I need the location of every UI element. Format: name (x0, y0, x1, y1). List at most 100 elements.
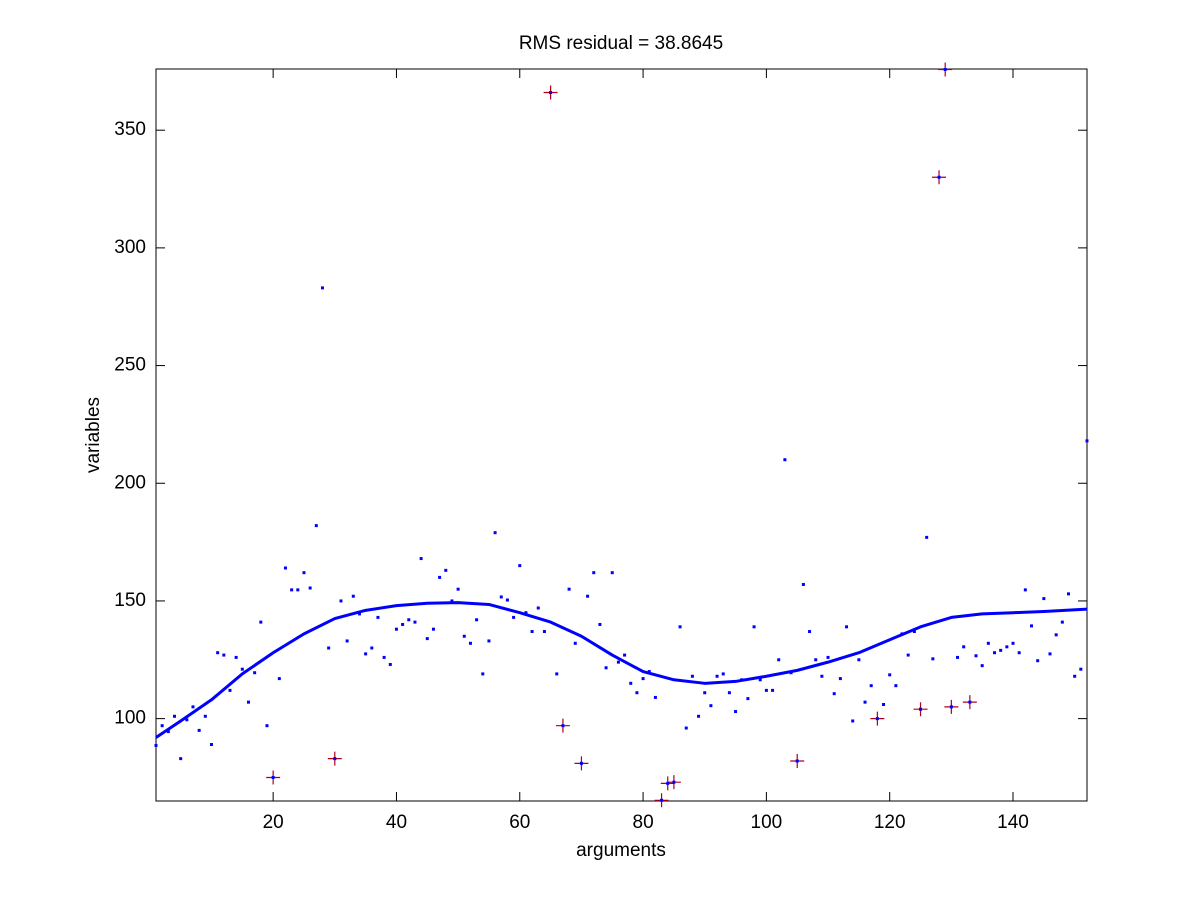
data-point (345, 639, 349, 643)
data-point (524, 611, 528, 615)
data-point (598, 622, 602, 626)
data-point (302, 571, 306, 575)
data-point (339, 599, 343, 603)
x-tick-label: 140 (997, 812, 1029, 833)
data-point (308, 586, 312, 590)
data-point (727, 691, 731, 695)
data-point (586, 594, 590, 598)
data-point (493, 531, 497, 535)
y-tick-label: 200 (114, 472, 146, 493)
data-point (1060, 620, 1064, 624)
y-tick-label: 250 (114, 355, 146, 376)
data-point (431, 627, 435, 631)
data-point (542, 630, 546, 634)
data-point (166, 730, 170, 734)
data-point (845, 625, 849, 629)
data-point (567, 587, 571, 591)
y-tick-label: 100 (114, 708, 146, 729)
data-point (968, 700, 972, 704)
data-point (468, 641, 472, 645)
data-point (438, 575, 442, 579)
data-point (407, 618, 411, 622)
data-point (549, 91, 553, 95)
data-point (185, 718, 189, 722)
data-point (623, 653, 627, 657)
data-point (900, 632, 904, 636)
data-point (641, 677, 645, 681)
data-point (1023, 588, 1027, 592)
data-point (234, 655, 238, 659)
data-point (616, 660, 620, 664)
data-point (160, 724, 164, 728)
data-point (808, 630, 812, 634)
data-point (481, 672, 485, 676)
data-point (771, 688, 775, 692)
data-point (320, 286, 324, 290)
data-point (875, 717, 879, 721)
data-point (277, 677, 281, 681)
data-point (475, 618, 479, 622)
data-point (1067, 592, 1071, 596)
data-point (783, 458, 787, 462)
plot-area (155, 68, 1088, 802)
data-point (666, 781, 670, 785)
data-point (579, 761, 583, 765)
data-point (684, 726, 688, 730)
data-point (758, 678, 762, 682)
data-point (801, 582, 805, 586)
x-tick-label: 100 (751, 812, 783, 833)
x-tick-label: 60 (509, 812, 530, 833)
data-point (259, 620, 263, 624)
data-point (327, 646, 331, 650)
data-point (635, 691, 639, 695)
data-point (814, 658, 818, 662)
data-point (530, 630, 534, 634)
data-point (228, 688, 232, 692)
data-point (697, 714, 701, 718)
data-point (419, 557, 423, 561)
data-point (931, 657, 935, 661)
data-point (314, 524, 318, 528)
data-point (456, 587, 460, 591)
data-point (425, 637, 429, 641)
data-point (715, 674, 719, 678)
data-point (752, 625, 756, 629)
data-point (240, 667, 244, 671)
y-tick-label: 350 (114, 119, 146, 140)
data-point (709, 704, 713, 708)
data-point (604, 666, 608, 670)
data-point (1036, 659, 1040, 663)
data-point (629, 681, 633, 685)
data-point (1048, 652, 1052, 656)
data-point (863, 700, 867, 704)
data-point (746, 697, 750, 701)
data-point (413, 620, 417, 624)
data-point (364, 652, 368, 656)
data-point (536, 606, 540, 610)
data-point (795, 759, 799, 763)
data-point (820, 674, 824, 678)
data-point (919, 707, 923, 711)
data-point (290, 588, 294, 592)
data-point (191, 705, 195, 709)
data-point (937, 175, 941, 179)
data-point (246, 700, 250, 704)
data-point (499, 595, 503, 599)
x-axis-label: arguments (576, 840, 666, 861)
fit-line (155, 601, 1088, 739)
data-point (1017, 651, 1021, 655)
data-point (1030, 624, 1034, 628)
x-tick-label: 120 (874, 812, 906, 833)
data-point (703, 691, 707, 695)
data-point (388, 662, 392, 666)
data-point (216, 651, 220, 655)
data-point (561, 724, 565, 728)
data-point (789, 671, 793, 675)
data-point (351, 594, 355, 598)
data-point (993, 651, 997, 655)
data-point (956, 655, 960, 659)
data-point (980, 664, 984, 668)
data-point (962, 645, 966, 649)
